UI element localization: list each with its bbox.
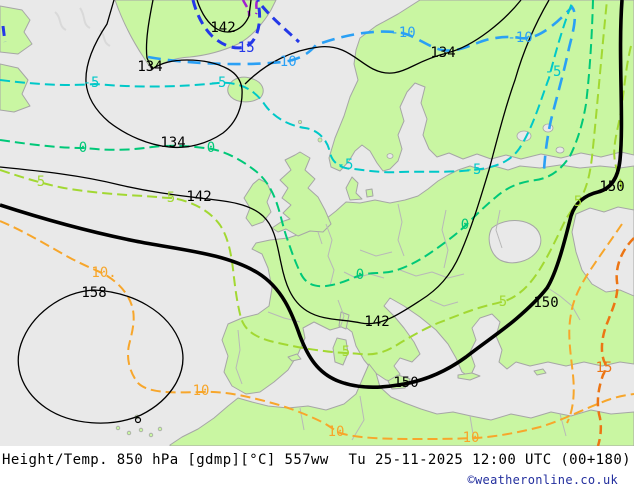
copyright-text: ©weatheronline.co.uk xyxy=(467,473,618,487)
temp-contour-label: 10 xyxy=(193,383,210,399)
country-borders xyxy=(235,203,581,441)
greenland-icecap xyxy=(54,7,111,47)
temp-contour-minus15 xyxy=(1,0,301,50)
height-contour-label: 158 xyxy=(81,285,106,301)
height-contour-150-thick xyxy=(0,0,624,389)
lake-white xyxy=(555,146,565,154)
land-balearics xyxy=(287,353,302,362)
canary-islands xyxy=(115,414,163,438)
small-north-islands xyxy=(297,120,323,143)
temp-contour-label: 5 xyxy=(574,194,582,210)
height-contour-label: 142 xyxy=(364,314,389,330)
temp-contour-15 xyxy=(596,237,634,446)
land-sardinia xyxy=(332,337,349,366)
land-denmark xyxy=(345,176,363,201)
caption-valid-time: Tu 25-11-2025 12:00 UTC (00+180) xyxy=(348,452,631,468)
weather-map: 142134134134142158142150150150-15-10-10-… xyxy=(0,0,634,446)
lake-onega xyxy=(542,123,554,133)
temp-contour-minus5 xyxy=(0,2,573,174)
temp-contour-5-east xyxy=(613,45,632,191)
temp-contour-label: 0 xyxy=(356,267,364,283)
caption-parameter: Height/Temp. 850 hPa [gdmp][°C] 557ww xyxy=(2,452,329,468)
height-contour-142-north xyxy=(196,0,252,33)
land-iceland xyxy=(227,76,264,103)
height-contour-label: 134 xyxy=(430,45,455,61)
height-contour-134-atlantic xyxy=(85,0,243,149)
temp-contour-10-east xyxy=(566,223,623,424)
height-contour-label: 134 xyxy=(160,135,185,151)
height-contour-142-main xyxy=(0,0,550,325)
land-scandinavia-russia xyxy=(328,0,634,172)
temp-contour-label: -15 xyxy=(229,40,254,56)
temp-contour-minus10 xyxy=(147,5,577,171)
temp-contour-label: 0 xyxy=(79,140,87,156)
lake-vanern xyxy=(386,153,394,159)
height-contour-label: 142 xyxy=(210,20,235,36)
height-contour-158-azores xyxy=(17,289,184,424)
temp-contour-label: 15 xyxy=(596,360,613,376)
height-contour-label: 142 xyxy=(186,189,211,205)
temp-contour-10 xyxy=(0,220,634,441)
temp-contour-label: -10 xyxy=(390,25,415,41)
temp-contour-label: 10 xyxy=(463,430,480,446)
height-contour-label: 150 xyxy=(533,295,558,311)
height-contours xyxy=(0,0,624,424)
temp-contour-0 xyxy=(0,0,594,288)
landmasses xyxy=(0,0,634,446)
black-sea xyxy=(488,220,542,264)
temp-contour-label: -5 xyxy=(83,75,100,91)
land-greenland xyxy=(114,0,277,71)
caption-row: Height/Temp. 850 hPa [gdmp][°C] 557ww Tu… xyxy=(2,452,631,468)
temp-contour-label: 5 xyxy=(342,344,350,360)
land-denmark-island xyxy=(365,188,374,198)
height-contour-center-mark xyxy=(134,416,142,424)
temp-contour-label: -10 xyxy=(507,30,532,46)
land-cyprus xyxy=(533,368,547,376)
land-north-africa xyxy=(169,363,634,446)
contour-labels: 142134134134142158142150150150-15-10-10-… xyxy=(37,20,625,446)
temp-contour-label: -5 xyxy=(210,75,227,91)
temp-contour-label: 10. xyxy=(91,265,116,281)
land-canada-south xyxy=(0,63,31,113)
height-contour-134-norway xyxy=(244,0,522,85)
temp-contour-label: 5 xyxy=(499,294,507,310)
height-contour-label: 150 xyxy=(393,375,418,391)
temp-contour-label: 0 xyxy=(207,140,215,156)
caption-bar: Height/Temp. 850 hPa [gdmp][°C] 557ww Tu… xyxy=(0,446,634,490)
temp-contour-label: 0 xyxy=(461,217,469,233)
temp-contour-label: -5 xyxy=(337,157,354,173)
temp-contour-label: 10 xyxy=(328,424,345,440)
height-contour-label: 134 xyxy=(137,59,162,75)
temp-contour-label: 5 xyxy=(167,190,175,206)
map-area: 142 134 134 134 142 158 142 150 150 150 -15 -10 -10-… xyxy=(0,0,634,446)
temp-contour-label: -10 xyxy=(271,54,296,70)
temp-contour-label: -5 xyxy=(465,162,482,178)
land-great-britain xyxy=(271,151,332,237)
land-canada-north xyxy=(0,5,33,55)
temp-contour-label: 5 xyxy=(37,174,45,190)
height-contour-label: 150 xyxy=(599,179,624,195)
land-crete xyxy=(457,372,481,381)
temp-contour-label: -5 xyxy=(545,64,562,80)
